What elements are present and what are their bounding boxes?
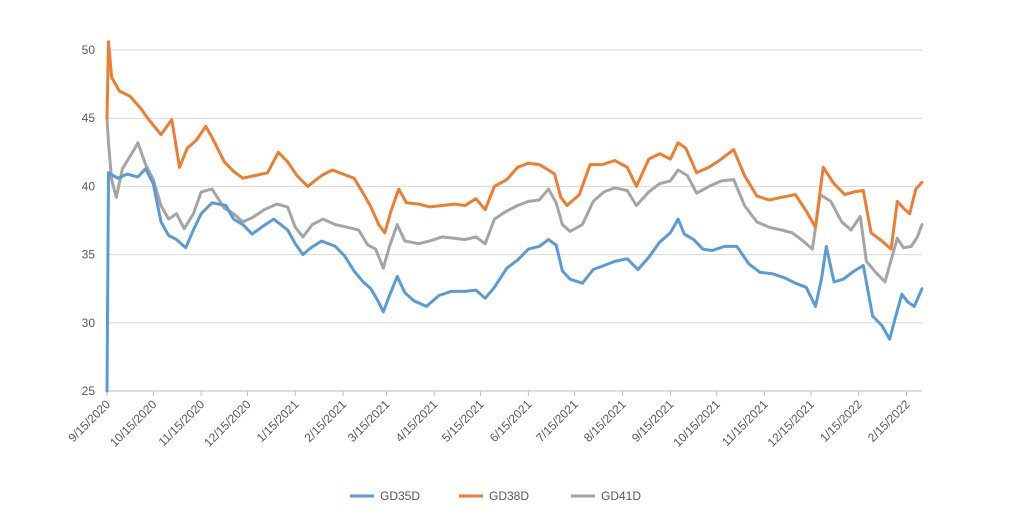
gridlines <box>107 49 922 324</box>
x-tick-label: 7/15/2021 <box>533 397 581 445</box>
series-line-gd35d <box>105 167 924 393</box>
x-tick-label: 12/15/2021 <box>765 397 818 450</box>
x-tick-label: 11/15/2021 <box>719 397 771 449</box>
y-tick-label: 45 <box>82 111 96 125</box>
y-tick-label: 25 <box>82 384 96 398</box>
x-tick-label: 2/15/2022 <box>865 397 913 445</box>
axes: 2530354045509/15/202010/15/202011/15/202… <box>65 43 922 450</box>
x-tick-label: 5/15/2021 <box>439 397 487 445</box>
series-line-gd38d <box>105 40 924 251</box>
x-tick-label: 9/15/2020 <box>65 397 113 445</box>
x-tick-label: 2/15/2021 <box>302 397 350 445</box>
legend-label-gd35d: GD35D <box>380 489 420 503</box>
x-tick-label: 12/15/2020 <box>201 397 254 450</box>
y-tick-label: 35 <box>82 248 96 262</box>
x-tick-label: 4/15/2021 <box>393 397 441 445</box>
y-tick-label: 30 <box>82 316 96 330</box>
y-tick-label: 50 <box>82 43 96 57</box>
y-tick-label: 40 <box>82 179 96 193</box>
x-tick-label: 11/15/2020 <box>156 397 208 449</box>
x-tick-label: 9/15/2021 <box>629 397 677 445</box>
x-tick-label: 1/15/2021 <box>254 397 302 445</box>
x-tick-label: 1/15/2022 <box>817 397 865 445</box>
x-tick-label: 8/15/2021 <box>581 397 629 445</box>
legend-label-gd38d: GD38D <box>489 489 529 503</box>
x-tick-label: 10/15/2020 <box>107 397 160 450</box>
x-tick-label: 3/15/2021 <box>345 397 393 445</box>
x-tick-label: 6/15/2021 <box>487 397 535 445</box>
legend: GD35D GD38D GD41D <box>350 489 641 503</box>
legend-label-gd41d: GD41D <box>601 489 641 503</box>
series-lines <box>105 40 924 393</box>
series-line-gd41d <box>105 116 924 284</box>
x-tick-label: 10/15/2021 <box>670 397 723 450</box>
